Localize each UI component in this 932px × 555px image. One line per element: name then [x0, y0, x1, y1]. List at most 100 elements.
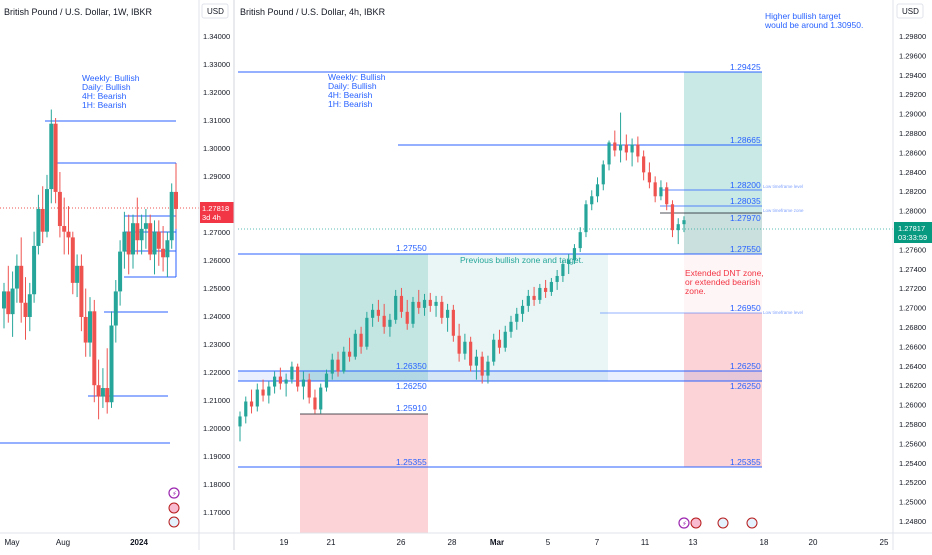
left-currency-label: USD — [207, 7, 224, 16]
level-label: 1.26250 — [730, 381, 761, 391]
right-zones — [238, 72, 762, 533]
right-last-price-value: 1.27817 — [898, 224, 925, 233]
y-tick-label: 1.24800 — [899, 517, 926, 526]
left-price-scale[interactable] — [200, 0, 234, 533]
candle-body — [549, 281, 553, 292]
left-note-line-2: Daily: Bullish — [82, 82, 131, 92]
candle-body — [301, 379, 306, 387]
candle-body — [630, 144, 634, 153]
candle-body — [342, 351, 346, 372]
candle-body — [296, 366, 300, 387]
x-tick-label: 18 — [760, 538, 769, 547]
candle-body — [474, 356, 479, 366]
candle-body — [148, 223, 153, 255]
dnt-note-line-3: zone. — [685, 286, 706, 296]
y-tick-label: 1.26800 — [899, 323, 926, 332]
candle-body — [411, 301, 415, 324]
y-tick-label: 1.25600 — [899, 439, 926, 448]
current-target-zone — [684, 72, 762, 254]
candle-body — [457, 335, 461, 354]
candle-body — [165, 240, 170, 258]
x-tick-label: Mar — [490, 538, 504, 547]
y-tick-label: 1.28400 — [899, 168, 926, 177]
y-tick-label: 1.26000 — [899, 401, 926, 410]
x-tick-label: 5 — [546, 538, 551, 547]
candle-body — [394, 295, 398, 320]
candle-body — [544, 287, 548, 292]
extended-dnt-upper — [684, 254, 762, 313]
left-x-ticks: May Aug 2024 — [4, 538, 148, 547]
candle-body — [647, 172, 652, 183]
candle-body — [131, 223, 135, 255]
x-tick-label: 26 — [397, 538, 406, 547]
candle-body — [113, 291, 118, 326]
candle-body — [422, 299, 427, 308]
candle-body — [636, 144, 640, 157]
us-flag-icon[interactable] — [746, 517, 758, 529]
candle-body — [249, 401, 254, 407]
level-label: 1.28200 — [730, 180, 761, 190]
x-tick-label: 21 — [327, 538, 336, 547]
y-tick-label: 1.29000 — [203, 172, 230, 181]
y-tick-label: 1.30000 — [203, 144, 230, 153]
candle-body — [497, 339, 502, 348]
level-label: 1.25355 — [730, 457, 761, 467]
candle-body — [526, 295, 530, 306]
prev-stop-zone — [300, 414, 428, 533]
y-tick-label: 1.23000 — [203, 340, 230, 349]
candle-body — [23, 302, 28, 317]
level-label: 1.26250 — [730, 361, 761, 371]
left-event-icons[interactable]: ⚡ — [168, 487, 180, 528]
right-event-icons[interactable]: ⚡ — [678, 517, 758, 529]
candle-body — [139, 228, 144, 241]
uk-flag-icon[interactable] — [168, 502, 180, 514]
candle-body — [49, 123, 54, 190]
lightning-icon[interactable] — [678, 517, 690, 529]
right-note: Weekly: Bullish Daily: Bullish 4H: Beari… — [328, 72, 386, 109]
y-tick-label: 1.29000 — [899, 110, 926, 119]
lightning-icon[interactable] — [168, 487, 180, 499]
right-currency-button[interactable] — [896, 3, 924, 19]
uk-flag-icon[interactable] — [690, 517, 702, 529]
right-note-line-1: Weekly: Bullish — [328, 72, 386, 82]
candle-body — [109, 325, 114, 403]
candle-body — [492, 339, 496, 362]
candle-body — [278, 376, 282, 384]
y-tick-label: 1.28600 — [899, 148, 926, 157]
y-tick-label: 1.26200 — [899, 381, 926, 390]
left-currency-button[interactable] — [201, 3, 229, 19]
right-x-ticks: 19 21 26 28 Mar 5 7 11 13 18 20 25 — [280, 538, 889, 547]
right-last-price-tag — [894, 222, 932, 243]
candle-body — [66, 231, 71, 238]
us-flag-icon[interactable] — [717, 517, 729, 529]
dnt-note-line-2: or extended bearish — [685, 277, 760, 287]
us-flag-icon[interactable] — [168, 516, 180, 528]
y-tick-label: 1.26600 — [899, 342, 926, 351]
x-tick-label: 19 — [280, 538, 289, 547]
candle-body — [590, 196, 594, 205]
y-tick-label: 1.25800 — [899, 420, 926, 429]
candle-body — [659, 187, 663, 197]
candle-body — [238, 416, 242, 427]
candle-body — [169, 191, 174, 241]
x-tick-label: 25 — [880, 538, 889, 547]
level-label: 1.25355 — [396, 457, 427, 467]
y-tick-label: 1.20000 — [203, 424, 230, 433]
candle-body — [561, 264, 565, 276]
y-tick-label: 1.25400 — [899, 459, 926, 468]
candle-body — [469, 341, 473, 366]
y-tick-label: 1.29200 — [899, 90, 926, 99]
right-price-scale[interactable] — [894, 0, 932, 533]
candle-body — [313, 397, 317, 410]
candle-body — [143, 223, 148, 229]
level-label: 1.26350 — [396, 361, 427, 371]
candle-body — [284, 379, 288, 384]
candle-body — [336, 359, 340, 372]
candle-body — [161, 248, 166, 258]
candle-body — [572, 248, 577, 261]
candle-body — [135, 223, 140, 241]
candle-body — [463, 341, 467, 354]
right-note-line-2: Daily: Bullish — [328, 81, 377, 91]
candle-body — [122, 231, 127, 252]
